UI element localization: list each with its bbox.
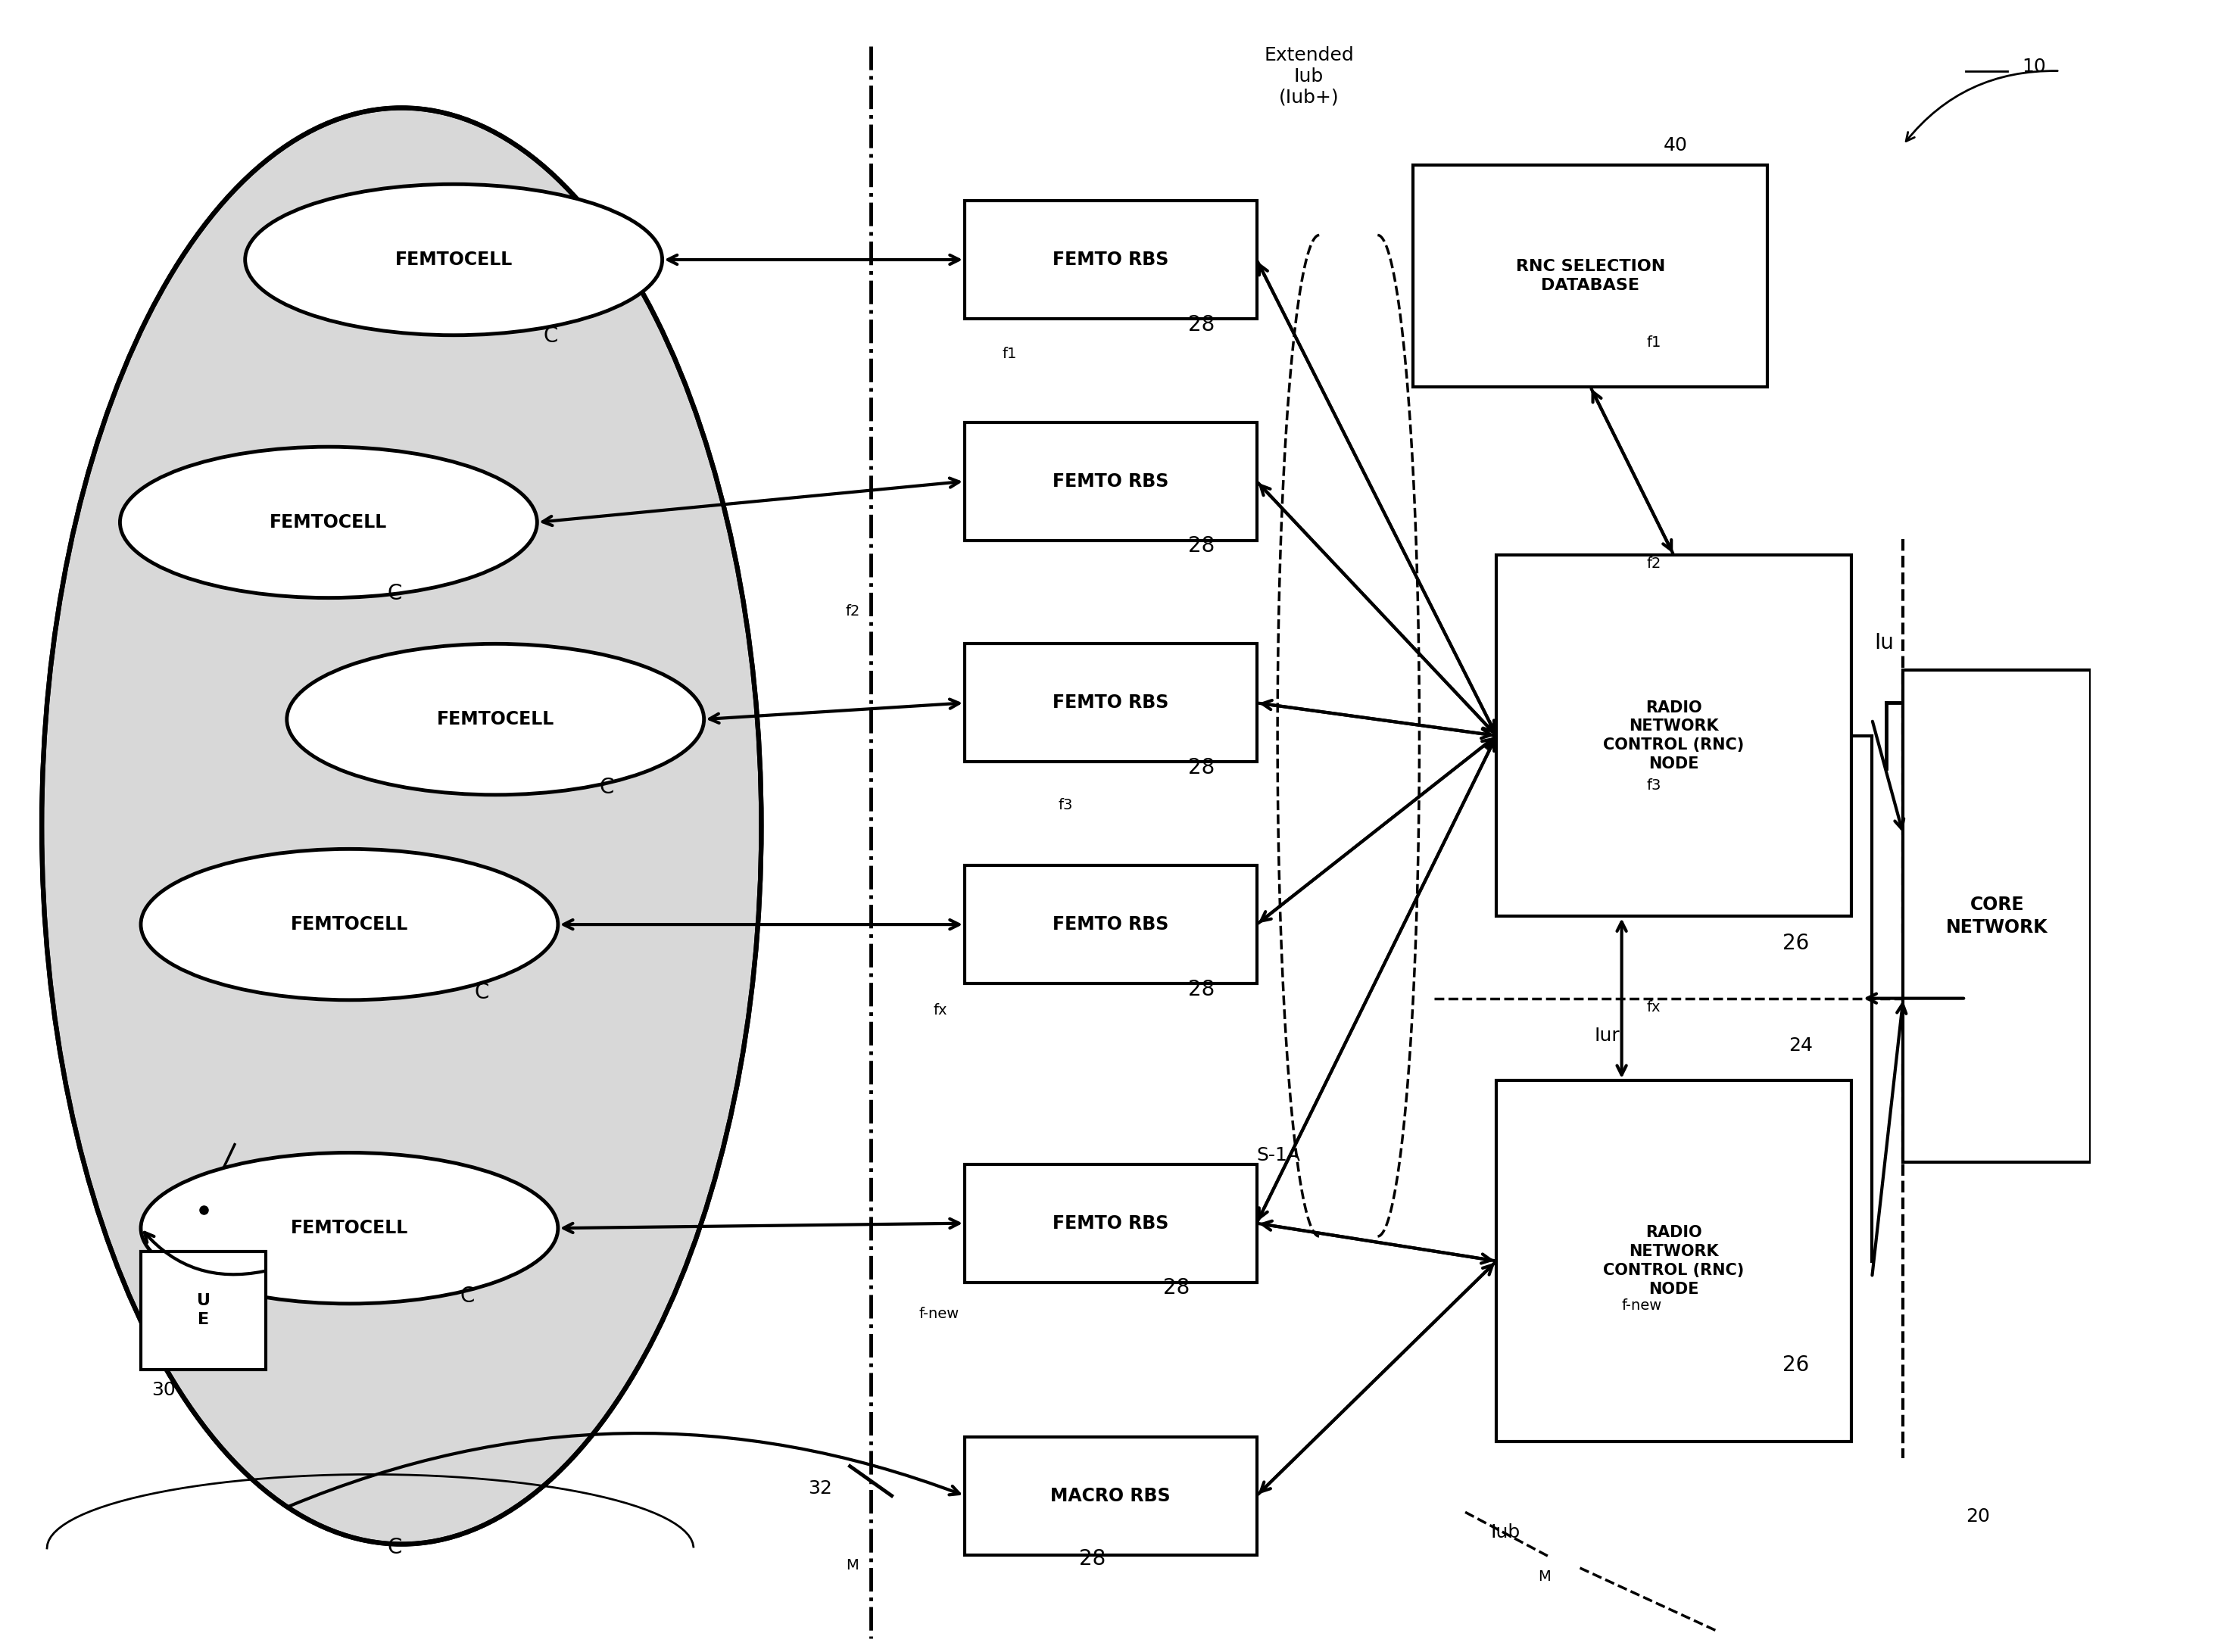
Ellipse shape	[120, 446, 537, 598]
Bar	[966, 866, 1258, 983]
Text: f-new: f-new	[919, 1307, 959, 1322]
Bar	[140, 1251, 265, 1370]
Text: Extended
Iub
(Iub+): Extended Iub (Iub+)	[1264, 46, 1354, 107]
Text: FEMTO RBS: FEMTO RBS	[1053, 1214, 1169, 1232]
Text: C: C	[388, 583, 401, 605]
Text: FEMTO RBS: FEMTO RBS	[1053, 694, 1169, 712]
Text: M: M	[845, 1558, 859, 1573]
Text: U
E: U E	[196, 1294, 210, 1327]
Ellipse shape	[42, 107, 760, 1545]
Text: 30: 30	[152, 1381, 176, 1399]
Text: 26: 26	[1782, 1355, 1809, 1376]
Bar	[966, 200, 1258, 319]
Ellipse shape	[245, 183, 662, 335]
Text: FEMTOCELL: FEMTOCELL	[290, 1219, 408, 1237]
Text: f-new: f-new	[1621, 1298, 1661, 1313]
Bar	[1902, 671, 2092, 1163]
Text: MACRO RBS: MACRO RBS	[1050, 1487, 1171, 1505]
Text: fx: fx	[934, 1003, 948, 1018]
Text: 24: 24	[1788, 1036, 1813, 1054]
Text: f3: f3	[1646, 778, 1661, 793]
Text: FEMTOCELL: FEMTOCELL	[395, 251, 513, 269]
Text: 32: 32	[807, 1479, 832, 1497]
Text: C: C	[600, 776, 613, 798]
Text: RNC SELECTION
DATABASE: RNC SELECTION DATABASE	[1516, 259, 1666, 292]
Text: 20: 20	[1967, 1507, 1989, 1525]
Text: 10: 10	[2023, 58, 2047, 76]
Ellipse shape	[288, 644, 705, 795]
Text: C: C	[475, 981, 488, 1003]
Text: M: M	[1539, 1569, 1550, 1584]
Text: f2: f2	[1646, 557, 1661, 572]
Bar	[966, 423, 1258, 540]
Ellipse shape	[140, 1153, 558, 1303]
Text: 28: 28	[1189, 535, 1215, 557]
Bar	[966, 644, 1258, 762]
Text: Iu: Iu	[1873, 633, 1893, 654]
Text: 28: 28	[1189, 757, 1215, 778]
Text: f1: f1	[1646, 335, 1661, 350]
Text: RADIO
NETWORK
CONTROL (RNC)
NODE: RADIO NETWORK CONTROL (RNC) NODE	[1603, 1226, 1744, 1297]
Text: 28: 28	[1189, 978, 1215, 999]
Text: FEMTO RBS: FEMTO RBS	[1053, 915, 1169, 933]
Bar	[1496, 1080, 1851, 1442]
Text: FEMTO RBS: FEMTO RBS	[1053, 472, 1169, 491]
Text: Iub: Iub	[1490, 1523, 1521, 1541]
Text: C: C	[544, 325, 558, 347]
Text: C: C	[388, 1536, 401, 1558]
Text: FEMTOCELL: FEMTOCELL	[437, 710, 555, 729]
Text: f3: f3	[1059, 798, 1073, 813]
Text: FEMTO RBS: FEMTO RBS	[1053, 251, 1169, 269]
Text: FEMTOCELL: FEMTOCELL	[290, 915, 408, 933]
Bar	[1496, 555, 1851, 917]
Text: 28: 28	[1189, 314, 1215, 335]
Bar	[1414, 165, 1768, 387]
Text: 40: 40	[1664, 137, 1688, 155]
Text: f2: f2	[845, 605, 861, 620]
Text: Iur: Iur	[1594, 1026, 1621, 1044]
Text: C: C	[459, 1285, 475, 1307]
Text: CORE
NETWORK: CORE NETWORK	[1947, 895, 2047, 937]
Text: 28: 28	[1079, 1548, 1106, 1569]
Text: f1: f1	[1001, 347, 1017, 362]
Text: 28: 28	[1162, 1277, 1189, 1298]
Text: 26: 26	[1782, 933, 1809, 953]
Ellipse shape	[140, 849, 558, 999]
Bar	[966, 1437, 1258, 1555]
Bar	[966, 1165, 1258, 1282]
Text: FEMTOCELL: FEMTOCELL	[270, 514, 388, 532]
Text: S-1A: S-1A	[1258, 1146, 1300, 1165]
Text: fx: fx	[1646, 999, 1661, 1014]
Text: RADIO
NETWORK
CONTROL (RNC)
NODE: RADIO NETWORK CONTROL (RNC) NODE	[1603, 700, 1744, 771]
